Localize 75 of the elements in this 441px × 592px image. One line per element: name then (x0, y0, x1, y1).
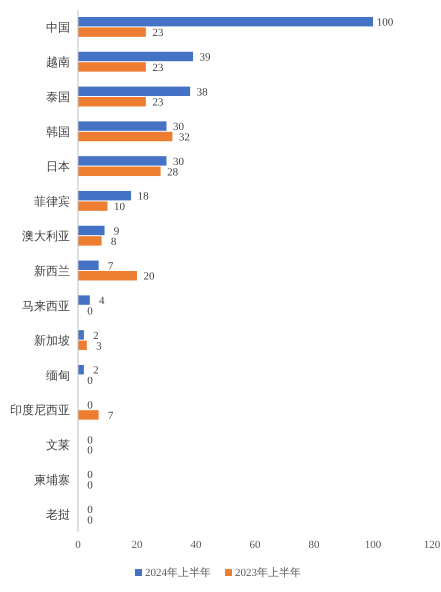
bar (78, 52, 194, 62)
data-label: 20 (144, 270, 155, 283)
data-label: 23 (152, 62, 164, 74)
bar (78, 97, 146, 106)
x-tick-label: 40 (190, 539, 202, 551)
bar (78, 121, 166, 131)
bar (78, 340, 87, 350)
data-label: 3 (96, 340, 102, 352)
y-tick-label: 印度尼西亚 (10, 403, 70, 418)
x-tick-label: 100 (364, 539, 382, 551)
bar (78, 86, 190, 96)
data-label: 38 (196, 86, 208, 98)
data-label: 4 (99, 295, 106, 308)
bar (78, 16, 373, 26)
y-tick-label: 柬埔寨 (34, 472, 70, 487)
data-label: 7 (108, 410, 114, 422)
legend-label: 2024年上半年 (145, 566, 211, 579)
data-label: 2 (93, 364, 99, 377)
y-tick-label: 泰国 (46, 90, 70, 104)
data-label: 30 (173, 121, 184, 134)
x-tick-label: 0 (75, 539, 82, 551)
data-label: 0 (87, 375, 94, 388)
y-tick-label: 新西兰 (34, 264, 70, 278)
bar (78, 236, 102, 246)
data-label: 10 (114, 201, 126, 214)
x-tick-label: 20 (132, 539, 143, 551)
data-label: 0 (87, 514, 94, 526)
bar (78, 226, 105, 236)
data-label: 2 (93, 330, 99, 342)
data-label: 23 (152, 96, 164, 109)
y-tick-label: 新加坡 (34, 334, 70, 348)
bar (78, 271, 137, 280)
bar (78, 27, 146, 37)
data-label: 7 (108, 260, 114, 272)
data-label: 28 (167, 166, 179, 178)
data-label: 100 (376, 16, 394, 29)
data-label: 0 (87, 434, 94, 446)
bar (78, 156, 166, 166)
data-label: 39 (200, 51, 212, 64)
bar (78, 330, 84, 340)
data-label: 9 (114, 225, 120, 238)
bar (78, 166, 161, 176)
y-tick-label: 澳大利亚 (22, 229, 70, 244)
y-tick-label: 缅甸 (46, 368, 70, 382)
y-tick-label: 菲律宾 (34, 194, 70, 208)
y-tick-label: 日本 (46, 160, 70, 174)
data-label: 0 (87, 399, 94, 412)
y-tick-label: 马来西亚 (22, 298, 70, 313)
data-label: 0 (87, 480, 94, 492)
y-tick-label: 文莱 (46, 438, 70, 452)
bar (78, 62, 146, 72)
y-tick-label: 越南 (46, 55, 70, 70)
bar (78, 132, 172, 142)
x-tick-label: 120 (424, 539, 441, 551)
x-tick-label: 60 (250, 539, 261, 551)
data-label: 0 (87, 469, 94, 482)
x-tick-label: 80 (308, 539, 320, 551)
data-label: 0 (87, 504, 94, 516)
bar (78, 260, 99, 270)
data-label: 8 (110, 236, 117, 248)
y-tick-label: 老挝 (46, 508, 70, 522)
data-label: 18 (138, 190, 150, 203)
bar (78, 201, 108, 211)
y-tick-label: 中国 (46, 20, 70, 34)
data-label: 0 (87, 306, 94, 318)
data-label: 30 (173, 156, 184, 168)
y-tick-label: 韩国 (46, 124, 70, 139)
bar (78, 410, 99, 420)
bar (78, 190, 132, 200)
bar (78, 295, 90, 305)
bar (78, 364, 84, 374)
data-label: 23 (152, 27, 164, 40)
data-label: 0 (87, 444, 94, 457)
data-label: 32 (178, 132, 190, 144)
legend-label: 2023年上半年 (235, 566, 301, 579)
